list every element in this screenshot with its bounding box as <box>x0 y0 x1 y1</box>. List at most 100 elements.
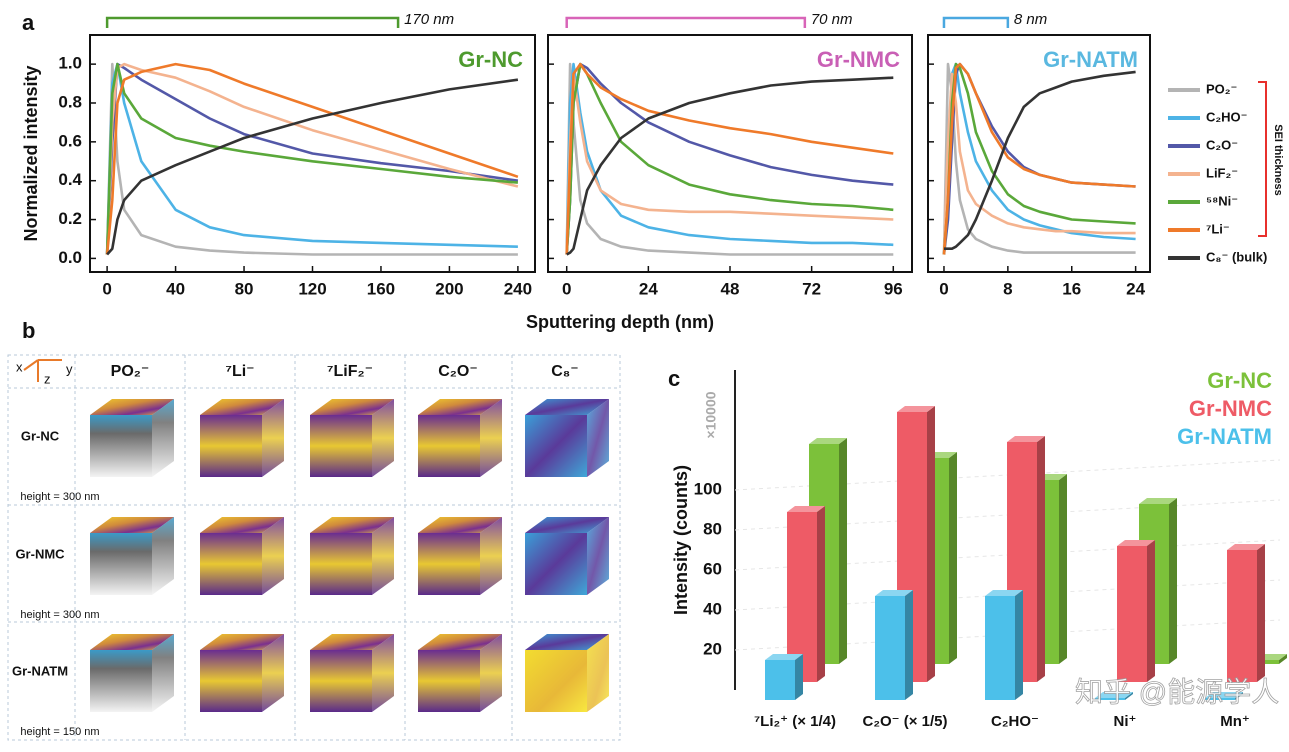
x-tick-label: 240 <box>504 279 532 298</box>
watermark: 知乎 @能源学人 <box>1075 676 1279 707</box>
bar <box>765 660 795 700</box>
bar-side <box>1169 498 1177 664</box>
data-line <box>565 62 894 255</box>
x-tick-label: Mn⁺ <box>1220 713 1250 730</box>
x-tick-label: C₂O⁻ (× 1/5) <box>862 713 947 730</box>
bar-top <box>787 506 825 512</box>
x-tick-label: 16 <box>1062 279 1081 298</box>
y-tick-label: 0.4 <box>58 170 82 189</box>
cube-side <box>480 517 502 595</box>
x-tick-label: 0 <box>939 279 948 298</box>
data-line <box>566 76 894 256</box>
cube-top <box>525 517 609 533</box>
bar-side <box>1279 654 1287 664</box>
cube-top <box>418 517 502 533</box>
cube-side <box>262 517 284 595</box>
cube-top <box>310 517 394 533</box>
data-line <box>105 62 519 255</box>
cube-front <box>310 533 372 595</box>
column-header: C₈⁻ <box>551 363 579 380</box>
bar-side <box>817 506 825 682</box>
cube-front <box>525 415 587 477</box>
cube-side <box>262 634 284 712</box>
legend-label: Gr-NC <box>1207 368 1272 393</box>
legend-annotation: SEI thickness <box>1272 124 1284 196</box>
cube-front <box>310 415 372 477</box>
height-label: height = 300 nm <box>20 609 99 621</box>
y-unit: ×10000 <box>703 391 719 438</box>
column-header: PO₂⁻ <box>111 363 150 380</box>
cube-front <box>418 415 480 477</box>
data-line <box>565 62 894 256</box>
chart-title: Gr-NATM <box>1043 47 1138 72</box>
sei-bracket-label: 8 nm <box>1014 11 1047 28</box>
cube-front <box>310 650 372 712</box>
cube-side <box>152 517 174 595</box>
y-tick-label: 0.2 <box>58 209 82 228</box>
legend-bracket <box>1258 81 1267 237</box>
data-line <box>105 62 519 255</box>
bar-side <box>1125 692 1133 700</box>
cube-top <box>90 399 174 415</box>
data-line <box>105 62 518 255</box>
x-tick-label: 120 <box>298 279 326 298</box>
bar-top <box>809 438 847 444</box>
row-label: Gr-NC <box>21 428 60 443</box>
cube-side <box>480 634 502 712</box>
cube-side <box>372 634 394 712</box>
panel-label: b <box>22 318 35 343</box>
bar <box>787 512 817 682</box>
legend-label: Gr-NATM <box>1177 424 1272 449</box>
bar-top <box>985 590 1023 596</box>
y-tick-label: 100 <box>694 479 722 498</box>
bar-side <box>927 406 935 682</box>
panel-label: c <box>668 366 680 391</box>
bar <box>875 596 905 700</box>
cube-top <box>525 634 609 650</box>
y-axis-label: Intensity (counts) <box>671 465 691 615</box>
x-tick-label: 200 <box>435 279 463 298</box>
legend-label: LiF₂⁻ <box>1206 165 1238 180</box>
cube-front <box>200 415 262 477</box>
cube-top <box>418 634 502 650</box>
bar-top <box>897 406 935 412</box>
legend-label: C₂O⁻ <box>1206 137 1238 152</box>
y-tick-label: 60 <box>703 559 722 578</box>
cube-top <box>200 634 284 650</box>
column-header: C₂O⁻ <box>438 363 478 380</box>
y-axis-label: Normalized intensity <box>21 65 41 241</box>
x-tick-label: 96 <box>884 279 903 298</box>
legend-label: Gr-NMC <box>1189 396 1272 421</box>
bar-side <box>1147 540 1155 682</box>
axis-icon-label: x <box>16 359 23 374</box>
x-tick-label: 0 <box>562 279 571 298</box>
column-header: ⁷Li⁻ <box>225 363 254 380</box>
x-axis-label: Sputtering depth (nm) <box>526 312 714 332</box>
bar-side <box>949 452 957 664</box>
data-line <box>565 72 894 255</box>
legend-label: ⁷Li⁻ <box>1206 221 1230 236</box>
bar-top <box>1227 544 1265 550</box>
x-tick-label: ⁷Li₂⁺ (× 1/4) <box>754 713 836 730</box>
height-label: height = 300 nm <box>20 491 99 503</box>
cube-top <box>310 399 394 415</box>
cube-side <box>587 634 609 712</box>
legend-label: PO₂⁻ <box>1206 81 1237 96</box>
sei-bracket-label: 70 nm <box>811 11 853 28</box>
bar-top <box>1205 692 1243 698</box>
row-label: Gr-NATM <box>12 663 68 678</box>
cube-front <box>200 533 262 595</box>
sei-bracket-label: 170 nm <box>404 11 454 28</box>
x-tick-label: 80 <box>235 279 254 298</box>
bar-top <box>1139 498 1177 504</box>
cube-side <box>480 399 502 477</box>
cube-side <box>152 634 174 712</box>
y-tick-label: 40 <box>703 599 722 618</box>
cube-front <box>90 533 152 595</box>
y-tick-label: 80 <box>703 519 722 538</box>
cube-side <box>372 399 394 477</box>
cube-front <box>90 415 152 477</box>
legend-label: ⁵⁸Ni⁻ <box>1206 193 1238 208</box>
panel-label: a <box>22 10 35 35</box>
